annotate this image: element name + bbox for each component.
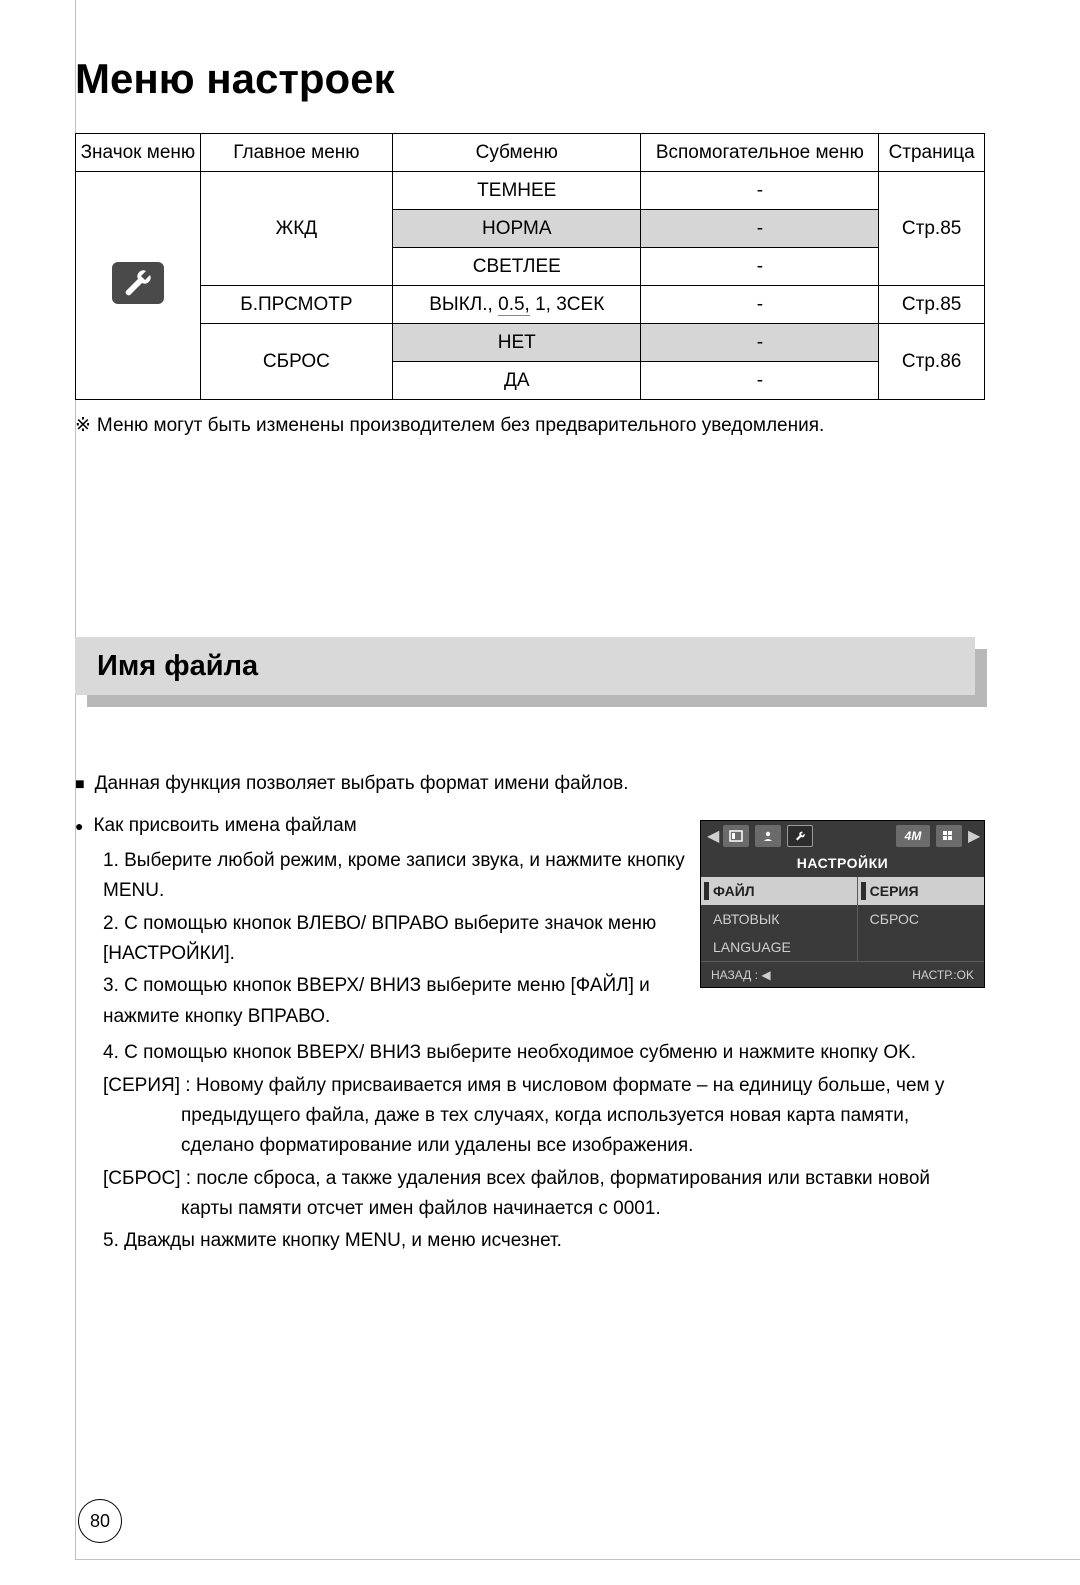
wrench-icon <box>112 262 164 304</box>
camera-ui-tabs: ◀ 4M ▶ <box>701 821 984 851</box>
td-preview-page: Стр.85 <box>879 286 985 324</box>
camera-ui-footer: НАЗАД : ◀ НАСТР.:OK <box>701 961 984 987</box>
step-2: 2. С помощью кнопок ВЛЕВО/ ВПРАВО выбери… <box>103 909 703 970</box>
td-reset-no: НЕТ <box>393 324 641 362</box>
page-number: 80 <box>78 1499 122 1543</box>
td-dash: - <box>641 172 879 210</box>
page-title: Меню настроек <box>75 55 985 103</box>
reset-line: [СБРОС] : после сброса, а также удаления… <box>103 1164 983 1225</box>
td-lcd-norm: НОРМА <box>393 210 641 248</box>
table-row: СБРОС НЕТ - Стр.86 <box>76 324 985 362</box>
note-text: Меню могут быть изменены производителем … <box>97 415 824 436</box>
table-header-row: Значок меню Главное меню Субменю Вспомог… <box>76 134 985 172</box>
note-line: ※ Меню могут быть изменены производителем… <box>75 414 985 437</box>
td-preview-sub: ВЫКЛ., 0.5, 1, 3СЕК <box>393 286 641 324</box>
td-lcd-page: Стр.85 <box>879 172 985 286</box>
footer-ok: НАСТР.:OK <box>912 968 974 982</box>
tab-settings-icon <box>787 825 813 847</box>
table-row: Б.ПРСМОТР ВЫКЛ., 0.5, 1, 3СЕК - Стр.85 <box>76 286 985 324</box>
preview-suffix: 1, 3СЕК <box>530 294 604 315</box>
td-reset-yes: ДА <box>393 362 641 400</box>
menu-item-language: LANGUAGE <box>701 933 857 961</box>
arrow-left-icon: ◀ <box>707 826 717 846</box>
td-reset-main: СБРОС <box>200 324 392 400</box>
th-aux: Вспомогательное меню <box>641 134 879 172</box>
steps-narrow: 1. Выберите любой режим, кроме записи зв… <box>103 846 703 1032</box>
td-dash: - <box>641 248 879 286</box>
tab-4m-badge: 4M <box>896 825 930 847</box>
steps-wide: 4. С помощью кнопок ВВЕРХ/ ВНИЗ выберите… <box>103 1038 983 1257</box>
td-dash: - <box>641 362 879 400</box>
preview-prefix: ВЫКЛ., <box>429 294 498 315</box>
note-symbol: ※ <box>75 415 91 436</box>
camera-ui-body: ФАЙЛ АВТОВЫК LANGUAGE СЕРИЯ СБРОС <box>701 877 984 961</box>
intro-line: Данная функция позволяет выбрать формат … <box>75 769 985 799</box>
footer-back: НАЗАД : ◀ <box>711 968 771 982</box>
td-reset-page: Стр.86 <box>879 324 985 400</box>
reset-label: [СБРОС] : <box>103 1168 196 1189</box>
camera-ui-preview: ◀ 4M ▶ НАСТРОЙКИ ФАЙЛ АВТОВЫК LANGUAGE С… <box>700 820 985 988</box>
th-sub: Субменю <box>393 134 641 172</box>
th-icon: Значок меню <box>76 134 201 172</box>
section-header: Имя файла <box>75 637 985 711</box>
section-title: Имя файла <box>97 650 258 683</box>
menu-icon-cell <box>76 172 201 400</box>
td-lcd-dark: ТЕМНЕЕ <box>393 172 641 210</box>
camera-ui-title: НАСТРОЙКИ <box>701 851 984 877</box>
camera-ui-left-col: ФАЙЛ АВТОВЫК LANGUAGE <box>701 877 857 961</box>
td-lcd-light: СВЕТЛЕЕ <box>393 248 641 286</box>
camera-ui-right-col: СЕРИЯ СБРОС <box>857 877 984 961</box>
td-dash: - <box>641 286 879 324</box>
preview-default: 0.5, <box>498 294 530 316</box>
series-text: Новому файлу присваивается имя в числово… <box>181 1075 944 1157</box>
option-reset: СБРОС <box>858 905 984 933</box>
arrow-right-icon: ▶ <box>968 826 978 846</box>
step-3: 3. С помощью кнопок ВВЕРХ/ ВНИЗ выберите… <box>103 971 703 1032</box>
tab-portrait-icon <box>755 825 781 847</box>
th-page: Страница <box>879 134 985 172</box>
td-dash: - <box>641 324 879 362</box>
menu-item-file: ФАЙЛ <box>701 877 857 905</box>
reset-text: после сброса, а также удаления всех файл… <box>181 1168 930 1219</box>
menu-item-autooff: АВТОВЫК <box>701 905 857 933</box>
tab-display-icon <box>723 825 749 847</box>
series-label: [СЕРИЯ] : <box>103 1075 196 1096</box>
option-empty <box>858 933 984 961</box>
step-4: 4. С помощью кнопок ВВЕРХ/ ВНИЗ выберите… <box>103 1038 983 1068</box>
series-line: [СЕРИЯ] : Новому файлу присваивается имя… <box>103 1071 983 1162</box>
td-lcd-main: ЖКД <box>200 172 392 286</box>
td-preview-main: Б.ПРСМОТР <box>200 286 392 324</box>
td-dash: - <box>641 210 879 248</box>
tab-grid-icon <box>936 825 962 847</box>
step-1: 1. Выберите любой режим, кроме записи зв… <box>103 846 703 907</box>
step-5: 5. Дважды нажмите кнопку MENU, и меню ис… <box>103 1226 983 1256</box>
section-bar: Имя файла <box>75 637 975 695</box>
table-row: ЖКД ТЕМНЕЕ - Стр.85 <box>76 172 985 210</box>
th-main: Главное меню <box>200 134 392 172</box>
option-series: СЕРИЯ <box>858 877 984 905</box>
settings-table: Значок меню Главное меню Субменю Вспомог… <box>75 133 985 400</box>
page-content: Меню настроек Значок меню Главное меню С… <box>75 0 1080 1299</box>
